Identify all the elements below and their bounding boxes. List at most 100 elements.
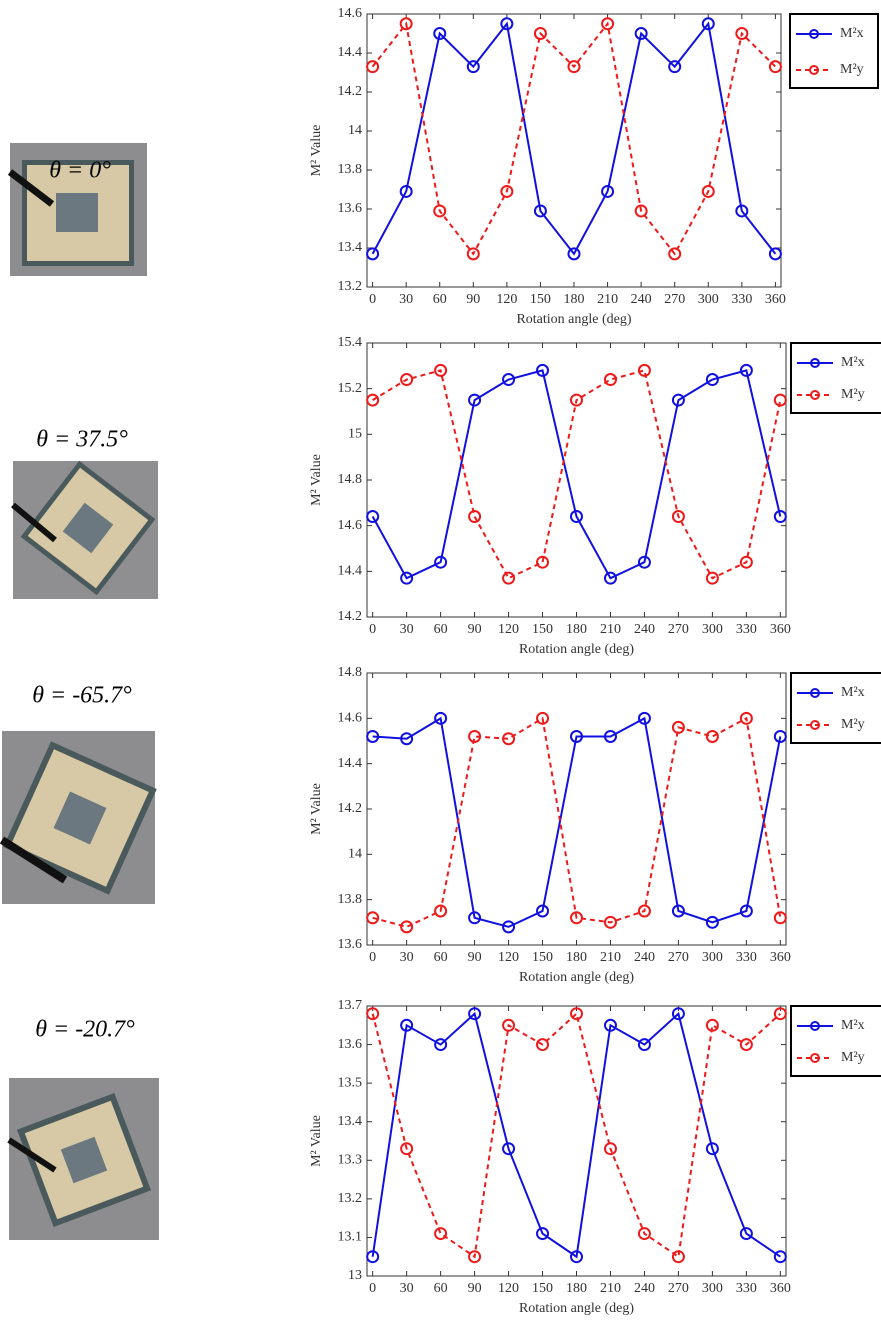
y-tick-label: 14 <box>348 123 362 138</box>
x-tick-label: 360 <box>770 1281 791 1296</box>
y-tick-label: 13.6 <box>338 937 363 952</box>
photo <box>13 461 158 599</box>
y-axis-label: M² Value <box>309 125 324 177</box>
y-tick-label: 13 <box>348 1268 362 1283</box>
figure: θ = 0° 13.2 13.4 13.6 13.8 14 14.2 14.4 14.6 0 30 6… <box>0 0 881 1323</box>
y-tick-label: 13.2 <box>338 279 363 294</box>
x-tick-label: 120 <box>496 292 517 307</box>
x-tick-label: 300 <box>702 622 723 637</box>
x-tick-label: 30 <box>399 292 413 307</box>
y-tick-label: 14.4 <box>338 564 363 579</box>
y-tick-label: 14.2 <box>338 801 363 816</box>
y-axis-label: M² Value <box>309 783 324 835</box>
x-tick-label: 270 <box>668 1281 689 1296</box>
y-tick-label: 14.2 <box>338 84 363 99</box>
y-tick-label: 15.2 <box>338 381 363 396</box>
x-tick-label: 270 <box>668 622 689 637</box>
annotation: θ = 0° <box>49 158 111 184</box>
photo <box>2 731 157 904</box>
y-tick-label: 14.2 <box>338 609 363 624</box>
y-tick-label: 14.8 <box>338 472 363 487</box>
legend-label: M²y <box>841 717 865 732</box>
x-tick-label: 90 <box>468 950 482 965</box>
x-tick-label: 150 <box>532 622 553 637</box>
legend-label: M²y <box>840 62 864 77</box>
x-tick-label: 150 <box>530 292 551 307</box>
x-tick-label: 300 <box>698 292 719 307</box>
y-tick-label: 14.6 <box>338 6 363 21</box>
plot-area <box>367 1006 786 1276</box>
y-tick-label: 13.5 <box>338 1075 363 1090</box>
x-tick-label: 60 <box>434 1281 448 1296</box>
x-tick-label: 240 <box>631 292 652 307</box>
y-tick-label: 13.6 <box>338 201 363 216</box>
annotation: θ = -20.7° <box>35 1017 135 1043</box>
x-tick-label: 0 <box>369 950 376 965</box>
legend-box <box>791 673 881 743</box>
y-tick-label: 13.8 <box>338 162 363 177</box>
annotation: θ = 37.5° <box>36 427 128 453</box>
legend-label: M²y <box>841 387 865 402</box>
x-tick-label: 270 <box>664 292 685 307</box>
legend-label: M²x <box>841 355 865 370</box>
y-tick-label: 14.8 <box>338 665 363 680</box>
x-tick-label: 90 <box>468 1281 482 1296</box>
x-tick-label: 240 <box>634 622 655 637</box>
x-axis-label: Rotation angle (deg) <box>516 312 631 327</box>
x-tick-label: 60 <box>434 950 448 965</box>
x-tick-label: 150 <box>532 950 553 965</box>
x-tick-label: 30 <box>400 622 414 637</box>
x-tick-label: 330 <box>736 1281 757 1296</box>
x-tick-label: 180 <box>566 950 587 965</box>
y-tick-label: 13.1 <box>338 1230 363 1245</box>
x-tick-label: 180 <box>566 1281 587 1296</box>
x-tick-label: 210 <box>600 1281 621 1296</box>
legend-label: M²x <box>840 26 864 41</box>
x-tick-label: 210 <box>597 292 618 307</box>
x-axis-label: Rotation angle (deg) <box>519 1301 634 1316</box>
y-tick-label: 14.4 <box>338 45 363 60</box>
x-tick-label: 30 <box>400 1281 414 1296</box>
y-tick-label: 13.8 <box>338 892 363 907</box>
x-tick-label: 0 <box>369 292 376 307</box>
x-tick-label: 240 <box>634 950 655 965</box>
x-tick-label: 300 <box>702 950 723 965</box>
y-tick-label: 13.7 <box>338 998 363 1013</box>
y-tick-label: 13.6 <box>338 1037 363 1052</box>
y-tick-label: 13.4 <box>338 240 363 255</box>
x-tick-label: 210 <box>600 950 621 965</box>
x-tick-label: 330 <box>736 622 757 637</box>
y-tick-label: 14.4 <box>338 756 363 771</box>
legend-box <box>791 343 881 413</box>
y-tick-label: 13.2 <box>338 1191 363 1206</box>
x-tick-label: 0 <box>369 1281 376 1296</box>
y-tick-label: 15.4 <box>338 335 363 350</box>
y-tick-label: 15 <box>348 427 362 442</box>
x-tick-label: 120 <box>498 950 519 965</box>
x-tick-label: 30 <box>400 950 414 965</box>
plot-area <box>367 343 786 617</box>
legend-box <box>790 14 878 88</box>
x-tick-label: 0 <box>369 622 376 637</box>
y-tick-label: 13.3 <box>338 1153 363 1168</box>
x-tick-label: 150 <box>532 1281 553 1296</box>
x-tick-label: 120 <box>498 622 519 637</box>
y-tick-label: 14.6 <box>338 518 363 533</box>
x-tick-label: 210 <box>600 622 621 637</box>
legend-label: M²y <box>841 1050 865 1065</box>
y-tick-label: 14 <box>348 847 362 862</box>
x-tick-label: 60 <box>433 292 447 307</box>
legend-box <box>791 1006 881 1076</box>
y-axis-label: M² Value <box>309 1115 324 1167</box>
x-tick-label: 180 <box>566 622 587 637</box>
x-tick-label: 90 <box>466 292 480 307</box>
y-tick-label: 14.6 <box>338 711 363 726</box>
legend-label: M²x <box>841 685 865 700</box>
x-tick-label: 180 <box>564 292 585 307</box>
y-axis-label: M² Value <box>309 454 324 506</box>
y-tick-label: 13.4 <box>338 1114 363 1129</box>
x-tick-label: 240 <box>634 1281 655 1296</box>
x-tick-label: 120 <box>498 1281 519 1296</box>
x-tick-label: 270 <box>668 950 689 965</box>
annotation: θ = -65.7° <box>32 683 132 709</box>
